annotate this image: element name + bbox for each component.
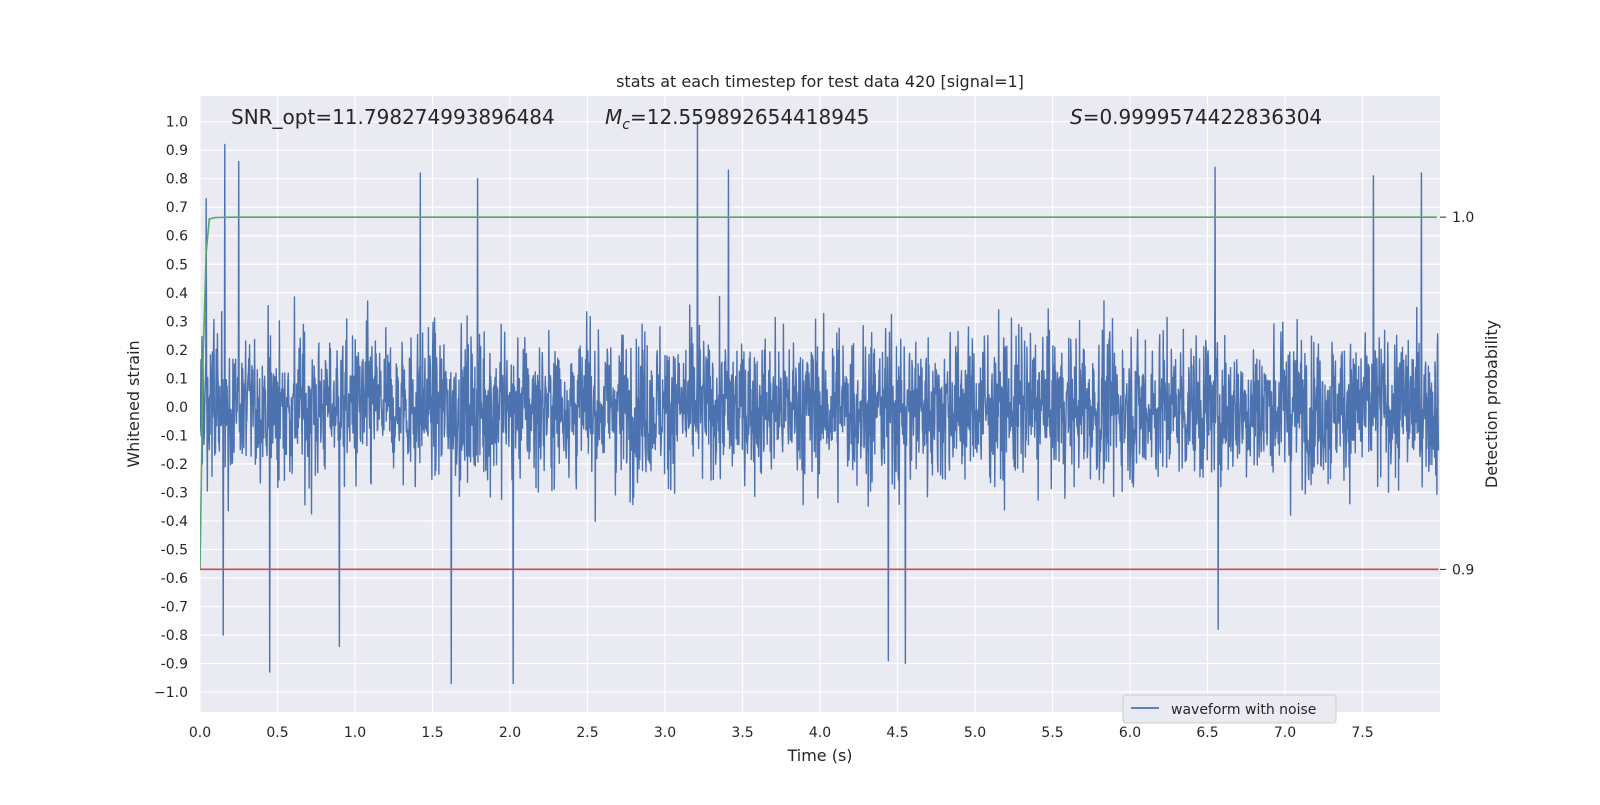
y-tick-label: -0.3 — [161, 485, 188, 501]
x-tick-label: 1.5 — [421, 725, 443, 741]
s-annotation: S=0.9999574422836304 — [1070, 105, 1322, 129]
x-tick-label: 0.5 — [266, 725, 288, 741]
x-tick-label: 2.5 — [576, 725, 598, 741]
x-tick-label: 3.0 — [654, 725, 676, 741]
x-tick-label: 1.0 — [344, 725, 366, 741]
y-right-tick-labels: 1.0 0.9 — [1440, 210, 1474, 578]
y-tick-label: -0.7 — [161, 599, 188, 615]
y-tick-label: -0.6 — [161, 571, 188, 587]
x-tick-label: 5.5 — [1041, 725, 1063, 741]
y-tick-label: 0.6 — [166, 229, 188, 245]
x-tick-label: 3.5 — [731, 725, 753, 741]
y-tick-label: 0.4 — [166, 286, 188, 302]
x-tick-label: 0.0 — [189, 725, 211, 741]
legend: waveform with noise — [1122, 694, 1337, 724]
y-tick-label: 0.0 — [166, 400, 188, 416]
snr-annotation: SNR_opt=11.798274993896484 — [231, 105, 555, 129]
chirp-mass-symbol: M — [605, 105, 622, 129]
x-tick-label: 6.5 — [1196, 725, 1218, 741]
y-tick-label: 1.0 — [166, 115, 188, 131]
y-tick-label: −1.0 — [154, 685, 188, 701]
chirp-mass-subscript: c — [622, 117, 630, 133]
y-tick-label: 0.5 — [166, 257, 188, 273]
legend-box — [1122, 694, 1337, 724]
chirp-mass-value: =12.559892654418945 — [630, 105, 869, 129]
chart-title: stats at each timestep for test data 420… — [616, 72, 1024, 91]
y-tick-label: -0.9 — [161, 657, 188, 673]
y-tick-label: -0.5 — [161, 542, 188, 558]
y-tick-labels: 1.0 0.9 0.8 0.7 0.6 0.5 0.4 0.3 0.2 0.1 0.0 -0.1 -0.… — [154, 115, 188, 701]
x-tick-label: 6.0 — [1119, 725, 1141, 741]
s-symbol: S — [1070, 105, 1083, 129]
y-right-tick-label: 1.0 — [1452, 210, 1474, 226]
x-tick-label: 2.0 — [499, 725, 521, 741]
y-right-tick-label: 0.9 — [1452, 562, 1474, 578]
y-tick-label: 0.7 — [166, 200, 188, 216]
x-tick-label: 5.0 — [964, 725, 986, 741]
chirp-mass-annotation: Mc=12.559892654418945 — [605, 105, 869, 133]
y-tick-label: 0.8 — [166, 172, 188, 188]
x-tick-label: 7.5 — [1351, 725, 1373, 741]
x-tick-label: 4.5 — [886, 725, 908, 741]
waveform-with-noise-line — [200, 120, 1440, 685]
y-tick-label: 0.3 — [166, 314, 188, 330]
y-tick-label: -0.2 — [161, 457, 188, 473]
y-right-axis-label: Detection probability — [1482, 320, 1501, 488]
y-tick-label: 0.9 — [166, 143, 188, 159]
y-tick-label: -0.8 — [161, 628, 188, 644]
x-tick-label: 7.0 — [1274, 725, 1296, 741]
y-tick-label: -0.1 — [161, 428, 188, 444]
y-tick-label: -0.4 — [161, 514, 188, 530]
s-value: =0.9999574422836304 — [1083, 105, 1322, 129]
legend-label-waveform: waveform with noise — [1171, 702, 1316, 718]
y-axis-label: Whitened strain — [124, 340, 143, 467]
x-axis-label: Time (s) — [786, 746, 852, 765]
detection-probability-line — [200, 216, 1437, 570]
x-tick-labels: 0.0 0.5 1.0 1.5 2.0 2.5 3.0 3.5 4.0 4.5 5.0 5.5 6.0 6… — [189, 725, 1374, 741]
y-tick-label: 0.1 — [166, 371, 188, 387]
y-tick-label: 0.2 — [166, 343, 188, 359]
series-layer — [200, 120, 1440, 685]
x-tick-label: 4.0 — [809, 725, 831, 741]
